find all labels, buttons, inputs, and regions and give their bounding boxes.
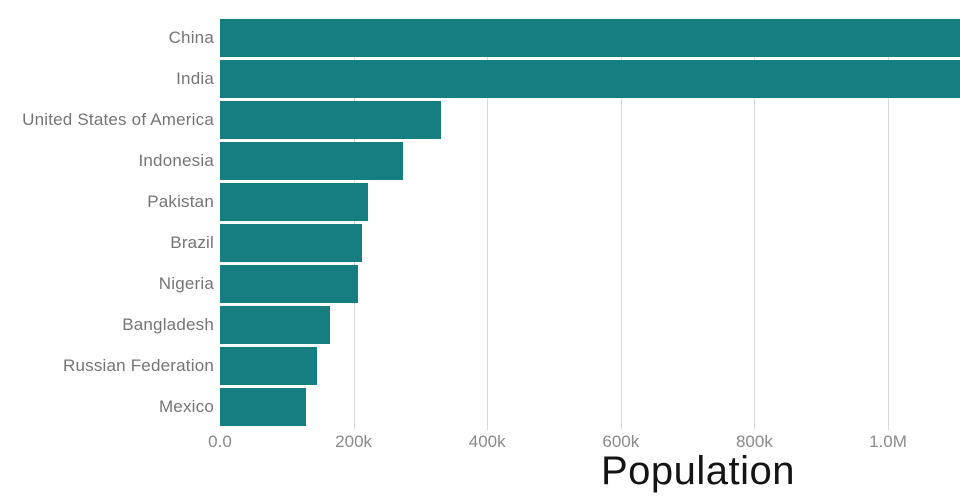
gridline (487, 19, 489, 430)
bar (220, 224, 362, 262)
bar (220, 101, 442, 139)
bar (220, 19, 960, 57)
bar (220, 183, 368, 221)
bar (220, 142, 403, 180)
gridline (620, 19, 622, 430)
bar (220, 347, 318, 385)
gridline (888, 19, 889, 430)
x-tick-label: 200k (335, 432, 373, 451)
category-label: Nigeria (158, 274, 214, 293)
bar (220, 60, 960, 98)
category-label: Russian Federation (62, 356, 214, 375)
category-label: Pakistan (147, 192, 214, 211)
category-label: Bangladesh (122, 315, 214, 334)
x-tick-label: 0.0 (208, 432, 232, 451)
gridline (754, 19, 756, 430)
x-axis-title: Population (600, 449, 796, 493)
category-label: India (176, 69, 214, 88)
category-label: Brazil (170, 233, 214, 252)
x-tick-label: 400k (468, 432, 506, 451)
x-tick-label: 600k (602, 432, 640, 451)
category-label: Mexico (158, 397, 214, 416)
x-tick-label: 1.0M (869, 432, 907, 451)
x-tick-label: 800k (735, 432, 773, 451)
bar (220, 265, 358, 303)
bar (220, 388, 307, 426)
bar (220, 306, 330, 344)
category-label: United States of America (22, 110, 214, 129)
category-label: Indonesia (138, 151, 214, 170)
category-label: China (168, 28, 214, 47)
